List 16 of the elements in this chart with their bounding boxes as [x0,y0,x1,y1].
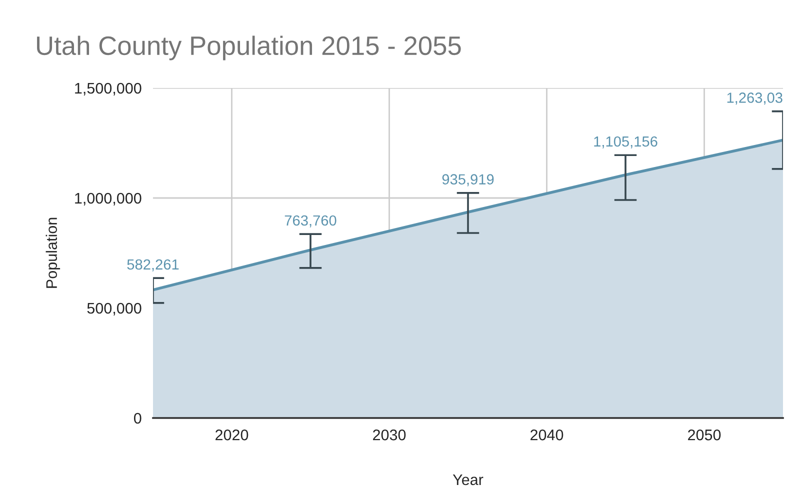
x-axis-title: Year [452,474,484,486]
data-label: 1,105,156 [594,136,658,148]
y-tick-label: 1,000,000 [75,192,142,206]
data-label: 1,263,03 [727,92,782,105]
y-tick-label: 0 [134,412,142,424]
x-tick-label: 2050 [688,430,721,440]
x-tick-label: 2030 [373,430,406,440]
y-axis-title: Population [46,218,60,288]
chart-title: Utah County Population 2015 - 2055 [37,36,461,60]
y-tick-label: 500,000 [87,302,142,316]
x-tick-label: 2040 [530,430,564,440]
data-label: 935,919 [442,174,494,186]
data-label: 763,760 [284,215,336,228]
y-tick-label: 1,500,000 [75,82,142,96]
x-tick-label: 2020 [216,430,248,440]
data-label: 582,261 [127,259,179,272]
